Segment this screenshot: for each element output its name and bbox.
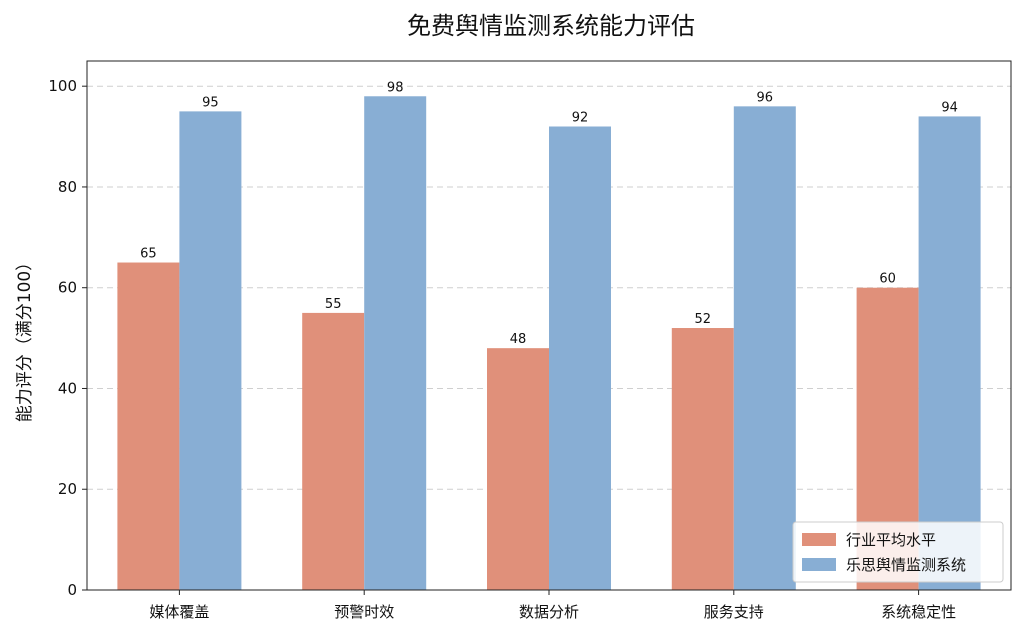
legend-label: 行业平均水平 (846, 531, 936, 549)
bar-1-0 (302, 312, 365, 590)
bar-2-1 (549, 126, 611, 590)
y-axis-label: 能力评分（满分100） (15, 254, 35, 422)
y-tick-label: 100 (48, 77, 77, 95)
y-tick-label: 0 (67, 581, 77, 599)
y-tick-label: 40 (58, 379, 77, 397)
legend-label: 乐思舆情监测系统 (846, 556, 966, 574)
y-tick-label: 60 (58, 279, 77, 297)
data-label: 55 (325, 297, 342, 312)
x-tick-label: 系统稳定性 (881, 603, 956, 621)
bar-3-0 (671, 328, 734, 590)
bars (117, 96, 981, 591)
data-label: 52 (695, 312, 712, 327)
data-label: 94 (941, 100, 958, 115)
y-tick-label: 80 (58, 178, 77, 196)
x-tick-label: 数据分析 (519, 603, 579, 621)
x-tick-label: 媒体覆盖 (149, 603, 209, 621)
bar-1-1 (364, 96, 427, 591)
data-label: 48 (510, 332, 527, 347)
bar-3-1 (733, 106, 796, 590)
data-label: 96 (757, 90, 774, 105)
data-label: 95 (202, 95, 219, 110)
bar-0-1 (179, 111, 242, 590)
data-label: 92 (572, 110, 589, 125)
y-tick-label: 20 (58, 480, 77, 498)
bar-4-1 (918, 116, 981, 591)
chart-title: 免费舆情监测系统能力评估 (407, 12, 695, 40)
data-label: 98 (387, 80, 404, 95)
bar-2-0 (487, 348, 549, 590)
legend-swatch (802, 533, 836, 546)
x-tick-label: 服务支持 (704, 603, 764, 621)
data-label: 65 (140, 247, 157, 262)
data-label: 60 (879, 272, 896, 287)
x-tick-label: 预警时效 (334, 603, 394, 621)
bar-0-0 (117, 262, 180, 590)
legend-box (792, 521, 1004, 583)
legend-swatch (802, 558, 836, 571)
plot-frame (86, 60, 1012, 591)
axes: 0 20 40 60 80 100 媒体覆盖 预警时效 数据分析 服务支持 系统稳定性 (48, 60, 1012, 621)
data-labels: 65 95 55 98 48 92 52 96 60 94 (140, 80, 958, 347)
